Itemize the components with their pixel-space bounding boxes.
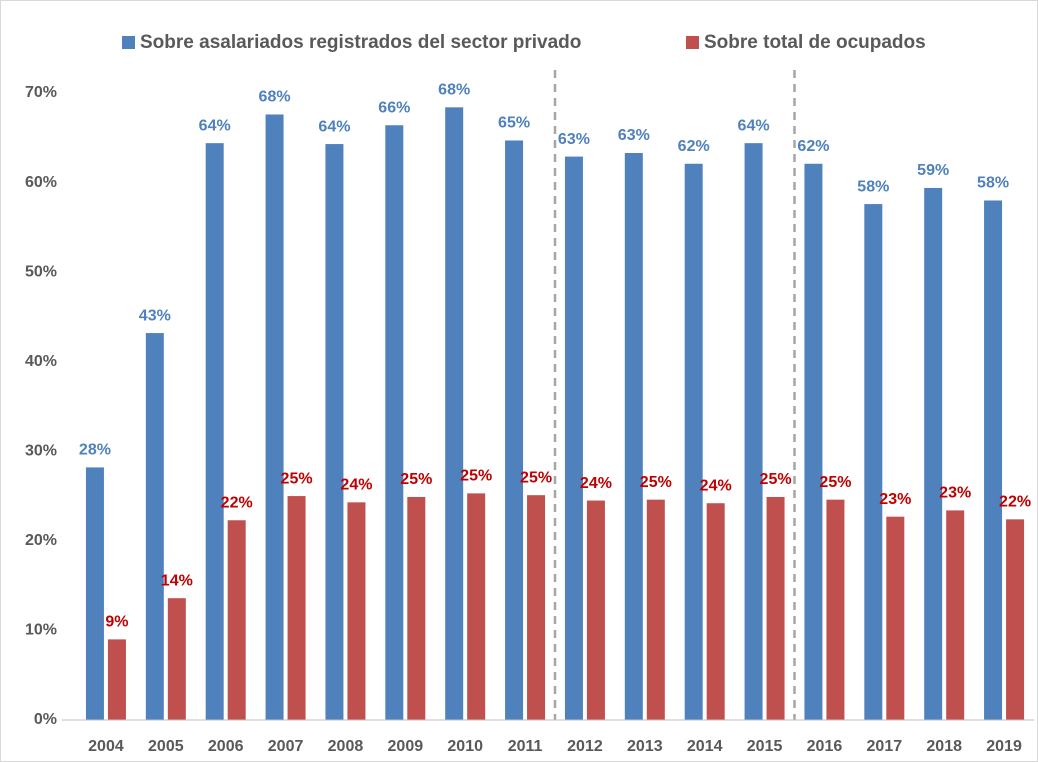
bar <box>564 156 583 721</box>
bar <box>505 140 524 721</box>
bar <box>1006 519 1025 720</box>
bar <box>145 333 164 720</box>
data-label: 25% <box>460 468 492 485</box>
data-label: 14% <box>161 572 193 589</box>
data-label: 59% <box>917 162 949 179</box>
bar <box>107 639 126 720</box>
x-tick-label: 2016 <box>807 738 843 755</box>
bar <box>445 107 464 721</box>
data-label: 25% <box>819 474 851 491</box>
x-tick-label: 2014 <box>687 738 723 755</box>
data-label: 68% <box>438 82 470 99</box>
data-label: 24% <box>340 477 372 494</box>
bar <box>984 200 1003 720</box>
data-label: 25% <box>760 471 792 488</box>
bar <box>684 163 703 721</box>
x-tick-label: 2018 <box>926 738 962 755</box>
x-tick-label: 2006 <box>208 738 244 755</box>
data-label: 65% <box>498 115 530 132</box>
legend-text: Sobre total de ocupados <box>704 32 926 53</box>
data-label: 25% <box>281 470 313 487</box>
bar <box>227 520 246 720</box>
data-label: 24% <box>580 475 612 492</box>
bar <box>826 499 845 720</box>
bar <box>864 204 883 720</box>
bar <box>467 493 486 720</box>
x-tick-label: 2015 <box>747 738 783 755</box>
y-tick-label: 50% <box>25 263 57 280</box>
data-label: 66% <box>378 99 410 116</box>
bar <box>167 598 186 720</box>
bar <box>265 114 284 721</box>
data-label: 25% <box>520 469 552 486</box>
bar <box>347 502 366 720</box>
x-tick-label: 2012 <box>567 738 603 755</box>
bar <box>586 500 605 720</box>
bar <box>646 499 665 720</box>
data-label: 9% <box>105 614 128 631</box>
data-label: 22% <box>221 494 253 511</box>
bar <box>287 496 306 720</box>
bar <box>407 496 426 720</box>
data-label: 43% <box>139 307 171 324</box>
data-label: 25% <box>640 474 672 491</box>
bar <box>385 125 404 720</box>
data-label: 58% <box>977 175 1009 192</box>
data-label: 68% <box>259 89 291 106</box>
data-label: 25% <box>400 471 432 488</box>
y-tick-label: 70% <box>25 84 57 101</box>
data-label: 64% <box>199 117 231 134</box>
data-label: 28% <box>79 442 111 459</box>
data-label: 23% <box>879 491 911 508</box>
data-label: 63% <box>558 131 590 148</box>
x-tick-label: 2009 <box>388 738 424 755</box>
bar <box>804 163 823 721</box>
data-label: 64% <box>318 118 350 135</box>
data-label: 58% <box>857 178 889 195</box>
data-label: 62% <box>797 138 829 155</box>
x-tick-label: 2017 <box>867 738 903 755</box>
y-tick-label: 40% <box>25 353 57 370</box>
bar <box>886 516 905 720</box>
bar <box>624 153 643 720</box>
bar <box>527 495 546 720</box>
data-label: 23% <box>939 485 971 502</box>
bar <box>325 144 344 720</box>
x-tick-label: 2013 <box>627 738 663 755</box>
x-tick-label: 2019 <box>986 738 1022 755</box>
x-tick-label: 2008 <box>328 738 364 755</box>
legend-swatch <box>122 36 135 49</box>
y-tick-label: 10% <box>25 622 57 639</box>
bar <box>85 467 104 720</box>
data-label: 64% <box>738 117 770 134</box>
legend-text: Sobre asalariados registrados del sector… <box>140 32 581 53</box>
data-label: 63% <box>618 127 650 144</box>
x-tick-label: 2005 <box>148 738 184 755</box>
x-tick-label: 2004 <box>88 738 124 755</box>
y-tick-label: 0% <box>34 711 57 728</box>
y-tick-label: 30% <box>25 443 57 460</box>
legend-swatch <box>686 36 699 49</box>
y-tick-label: 60% <box>25 174 57 191</box>
x-tick-label: 2010 <box>447 738 483 755</box>
x-tick-label: 2007 <box>268 738 304 755</box>
y-tick-label: 20% <box>25 532 57 549</box>
bar <box>946 510 965 720</box>
data-label: 22% <box>999 494 1031 511</box>
data-label: 62% <box>678 138 710 155</box>
bar <box>924 187 943 721</box>
bar <box>744 143 763 720</box>
bar <box>766 496 785 720</box>
x-tick-label: 2011 <box>508 738 543 755</box>
bar <box>205 143 224 720</box>
bar <box>706 503 725 720</box>
data-label: 24% <box>700 477 732 494</box>
